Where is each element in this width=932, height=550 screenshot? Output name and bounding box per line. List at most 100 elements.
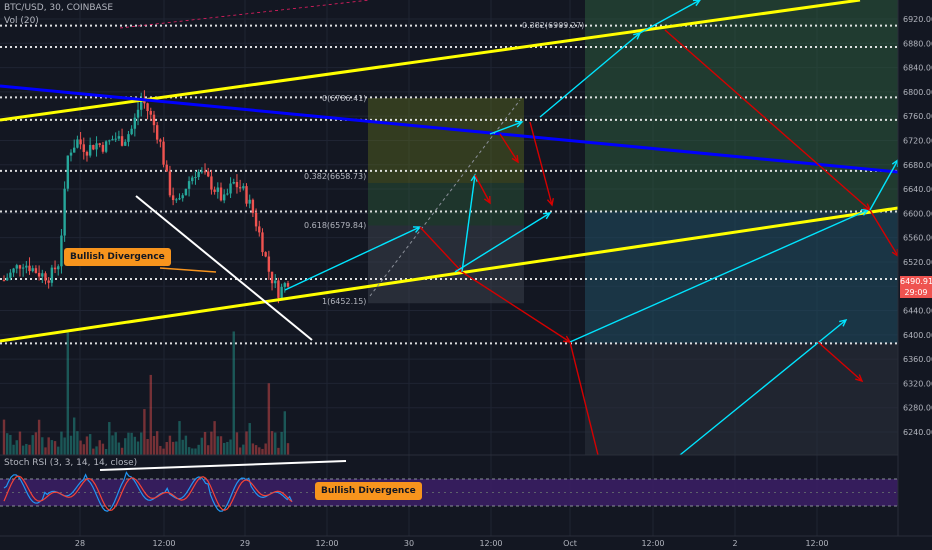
volume-bar: [207, 445, 210, 455]
candle-body: [232, 181, 235, 184]
volume-bar: [152, 436, 156, 455]
volume-bar: [264, 443, 267, 455]
volume-bar: [31, 435, 34, 455]
candle-body: [34, 268, 38, 273]
candle-body: [117, 136, 121, 139]
volume-bar: [191, 448, 194, 455]
projection-arrow-down-head: [483, 195, 491, 205]
volume-bar: [140, 432, 143, 455]
volume-bar: [104, 448, 108, 455]
time-tick-label: 12:00: [152, 539, 175, 548]
candle-body: [242, 186, 245, 189]
rsi-bullish-divergence-callout: Bullish Divergence: [315, 482, 422, 500]
volume-bar: [98, 440, 101, 455]
volume-bar: [277, 447, 280, 455]
volume-indicator-label[interactable]: Vol (20): [4, 16, 39, 26]
volume-bar: [143, 409, 146, 455]
volume-bar: [57, 446, 60, 455]
candle-body: [127, 134, 130, 142]
candle-body: [5, 277, 9, 281]
fib-labels: 0(6786.41) 0.382(6658.73) 0.618(6579.84) 1(…: [304, 21, 584, 306]
price-tick-label: 6400.00: [903, 331, 932, 340]
volume-bar: [50, 440, 54, 455]
volume-bar: [63, 437, 66, 455]
volume-bar: [184, 435, 188, 455]
candle-body: [258, 226, 261, 233]
volume-bar: [41, 437, 44, 455]
candle-body: [140, 98, 143, 110]
volume-bar: [229, 439, 232, 455]
stoch-band: [0, 479, 898, 506]
projection-arrow-up: [539, 32, 641, 118]
candle-body: [175, 199, 178, 201]
volume-bar: [21, 445, 25, 455]
time-axis-background: [0, 536, 932, 550]
candle-body: [111, 139, 114, 141]
candle-body: [50, 267, 54, 283]
volume-bar: [53, 441, 57, 455]
volume-bar: [92, 448, 95, 455]
projection-arrow-up: [639, 0, 701, 34]
price-tick-label: 6600.00: [903, 209, 932, 218]
volume-bar: [124, 438, 127, 455]
bullish-divergence-callout: Bullish Divergence: [64, 248, 171, 266]
volume-bar: [274, 432, 277, 455]
candle-body: [69, 152, 73, 156]
volume-bar: [149, 374, 152, 455]
projection-drop-line: [569, 341, 599, 456]
candle-body: [85, 151, 89, 156]
time-tick-label: 28: [75, 539, 85, 548]
volume-bar: [88, 434, 92, 455]
volume-bar: [18, 431, 22, 455]
fib-level-label: 1(6452.15): [322, 297, 366, 306]
volume-bar: [95, 446, 98, 455]
candle-body: [76, 139, 79, 148]
trend-lines: [0, 0, 899, 471]
candle-body: [92, 144, 95, 150]
volume-bar: [270, 431, 274, 455]
volume-bar: [162, 448, 165, 455]
candle-body: [37, 272, 41, 277]
volume-bar: [76, 431, 79, 455]
projection-arrow-up: [454, 212, 551, 273]
candle-body: [191, 177, 194, 182]
projection-arrow-down: [869, 209, 899, 257]
callout-pointer: [159, 267, 217, 273]
volume-bar: [111, 435, 114, 455]
candle-body: [88, 144, 92, 156]
stoch-k-line: [3, 471, 293, 512]
volume-bar: [66, 332, 70, 455]
candle-body: [171, 195, 175, 201]
projection-arrow-up-head: [514, 120, 524, 128]
candle-body: [104, 141, 108, 152]
volume-bar: [69, 435, 73, 455]
time-tick-label: 12:00: [805, 539, 828, 548]
candle-body: [15, 265, 18, 269]
candle-body: [63, 188, 66, 236]
candle-body: [168, 171, 172, 196]
time-tick-label: 30: [404, 539, 414, 548]
volume-bar: [15, 440, 18, 455]
price-tick-label: 6720.00: [903, 136, 932, 145]
volume-bar: [258, 447, 261, 455]
stoch-rsi-label[interactable]: Stoch RSI (3, 3, 14, 14, close): [4, 458, 138, 468]
candle-body: [200, 171, 204, 173]
candle-body: [130, 128, 133, 135]
candle-body: [197, 171, 200, 178]
volume-bar: [267, 383, 271, 455]
candle-body: [222, 194, 226, 201]
volume-bar: [47, 437, 50, 455]
candle-body: [21, 267, 25, 269]
fib-level-label: 0.382(6658.73): [304, 172, 366, 181]
candle-body: [194, 177, 197, 179]
candle-body: [28, 265, 31, 272]
volume-bar: [245, 431, 248, 455]
volume-bar: [101, 443, 105, 455]
fib-level-label: 0.382(6909.27): [522, 21, 584, 30]
candle-body: [79, 139, 82, 145]
volume-bar: [165, 441, 168, 455]
price-tick-label: 6280.00: [903, 404, 932, 413]
volume-bar: [213, 421, 216, 455]
candle-body: [98, 143, 101, 145]
